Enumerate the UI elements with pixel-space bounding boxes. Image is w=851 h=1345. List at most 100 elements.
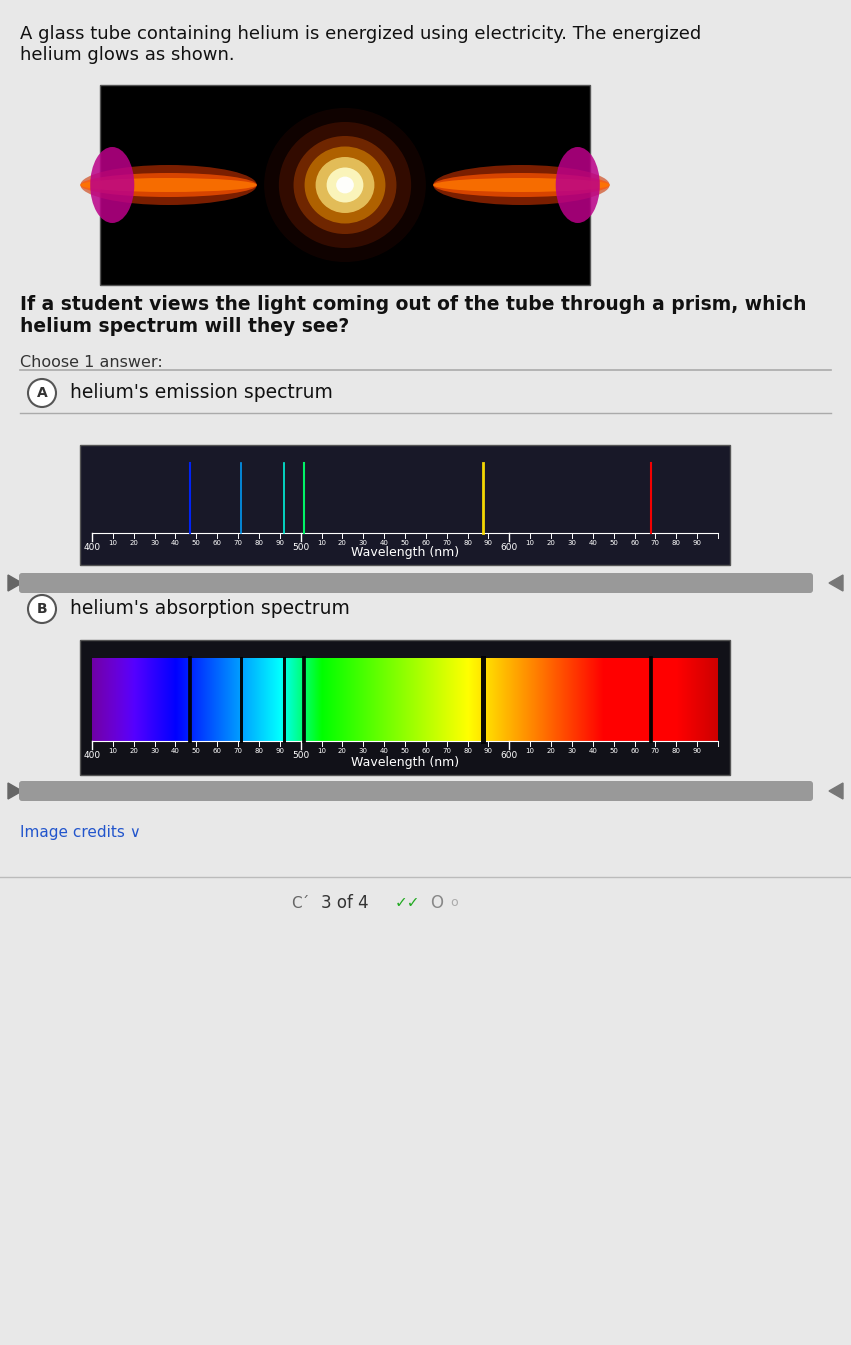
Text: 70: 70 <box>233 748 243 755</box>
Text: 70: 70 <box>233 539 243 546</box>
Text: 20: 20 <box>129 748 138 755</box>
Text: 30: 30 <box>150 748 159 755</box>
Text: If a student views the light coming out of the tube through a prism, which
heliu: If a student views the light coming out … <box>20 295 807 336</box>
Text: 400: 400 <box>83 543 100 551</box>
Text: Wavelength (nm): Wavelength (nm) <box>351 546 459 560</box>
Ellipse shape <box>80 174 257 196</box>
Ellipse shape <box>90 147 134 223</box>
FancyBboxPatch shape <box>100 85 590 285</box>
Text: 40: 40 <box>380 539 389 546</box>
Text: 90: 90 <box>693 539 701 546</box>
Text: 60: 60 <box>213 748 222 755</box>
Text: 30: 30 <box>359 748 368 755</box>
Text: 10: 10 <box>317 748 326 755</box>
Text: 50: 50 <box>401 539 409 546</box>
Text: C´: C´ <box>291 896 309 911</box>
Text: 40: 40 <box>171 748 180 755</box>
Text: ✓✓: ✓✓ <box>395 896 420 911</box>
Text: 30: 30 <box>568 539 576 546</box>
Ellipse shape <box>264 108 426 262</box>
Text: 30: 30 <box>568 748 576 755</box>
Ellipse shape <box>433 174 609 196</box>
Text: 80: 80 <box>671 748 681 755</box>
Text: 60: 60 <box>630 539 639 546</box>
Ellipse shape <box>294 136 397 234</box>
Ellipse shape <box>327 168 363 203</box>
Ellipse shape <box>556 147 600 223</box>
Text: 60: 60 <box>630 748 639 755</box>
Text: 90: 90 <box>276 748 284 755</box>
Text: 20: 20 <box>338 539 347 546</box>
Text: Wavelength (nm): Wavelength (nm) <box>351 756 459 769</box>
Text: 60: 60 <box>213 539 222 546</box>
Circle shape <box>28 594 56 623</box>
Text: 50: 50 <box>191 748 201 755</box>
Text: 90: 90 <box>484 748 493 755</box>
Text: 70: 70 <box>651 748 660 755</box>
Text: 500: 500 <box>292 543 309 551</box>
Text: 10: 10 <box>526 539 534 546</box>
Text: 600: 600 <box>500 543 518 551</box>
Text: 60: 60 <box>421 748 431 755</box>
Text: 70: 70 <box>443 748 451 755</box>
Text: 10: 10 <box>526 748 534 755</box>
FancyBboxPatch shape <box>80 640 730 775</box>
Text: A: A <box>37 386 48 399</box>
Text: 20: 20 <box>546 539 556 546</box>
Text: 80: 80 <box>463 539 472 546</box>
Text: 50: 50 <box>191 539 201 546</box>
Polygon shape <box>829 783 843 799</box>
Text: Choose 1 answer:: Choose 1 answer: <box>20 355 163 370</box>
FancyBboxPatch shape <box>19 781 813 802</box>
Text: 90: 90 <box>276 539 284 546</box>
Ellipse shape <box>305 147 386 223</box>
Text: 30: 30 <box>150 539 159 546</box>
Text: 90: 90 <box>484 539 493 546</box>
Text: 30: 30 <box>359 539 368 546</box>
Ellipse shape <box>336 176 354 194</box>
Text: 10: 10 <box>108 748 117 755</box>
Text: 80: 80 <box>254 539 264 546</box>
Text: 500: 500 <box>292 751 309 760</box>
Text: 40: 40 <box>380 748 389 755</box>
Circle shape <box>28 379 56 408</box>
Polygon shape <box>8 783 22 799</box>
Text: 80: 80 <box>671 539 681 546</box>
Text: B: B <box>37 603 48 616</box>
Text: A glass tube containing helium is energized using electricity. The energized
hel: A glass tube containing helium is energi… <box>20 26 701 63</box>
Polygon shape <box>829 576 843 590</box>
Polygon shape <box>8 576 22 590</box>
Text: 600: 600 <box>500 751 518 760</box>
Ellipse shape <box>433 165 609 204</box>
Text: Image credits ∨: Image credits ∨ <box>20 824 141 841</box>
Text: 10: 10 <box>317 539 326 546</box>
Text: o: o <box>450 897 458 909</box>
Text: 50: 50 <box>609 539 618 546</box>
Text: 70: 70 <box>443 539 451 546</box>
Text: 60: 60 <box>421 539 431 546</box>
Text: 20: 20 <box>129 539 138 546</box>
Text: 90: 90 <box>693 748 701 755</box>
Text: 80: 80 <box>463 748 472 755</box>
Text: 20: 20 <box>338 748 347 755</box>
Text: 40: 40 <box>588 539 597 546</box>
Text: 400: 400 <box>83 751 100 760</box>
Text: O: O <box>430 894 443 912</box>
Text: 50: 50 <box>401 748 409 755</box>
Text: 80: 80 <box>254 748 264 755</box>
Text: 50: 50 <box>609 748 618 755</box>
Text: helium's absorption spectrum: helium's absorption spectrum <box>70 600 350 619</box>
Ellipse shape <box>316 157 374 213</box>
Ellipse shape <box>279 122 411 247</box>
Text: 40: 40 <box>588 748 597 755</box>
Text: 70: 70 <box>651 539 660 546</box>
Ellipse shape <box>80 178 257 192</box>
Ellipse shape <box>433 178 609 192</box>
FancyBboxPatch shape <box>80 445 730 565</box>
Ellipse shape <box>80 165 257 204</box>
FancyBboxPatch shape <box>19 573 813 593</box>
Text: 10: 10 <box>108 539 117 546</box>
Text: 20: 20 <box>546 748 556 755</box>
Text: 3 of 4: 3 of 4 <box>321 894 368 912</box>
Text: helium's emission spectrum: helium's emission spectrum <box>70 383 333 402</box>
